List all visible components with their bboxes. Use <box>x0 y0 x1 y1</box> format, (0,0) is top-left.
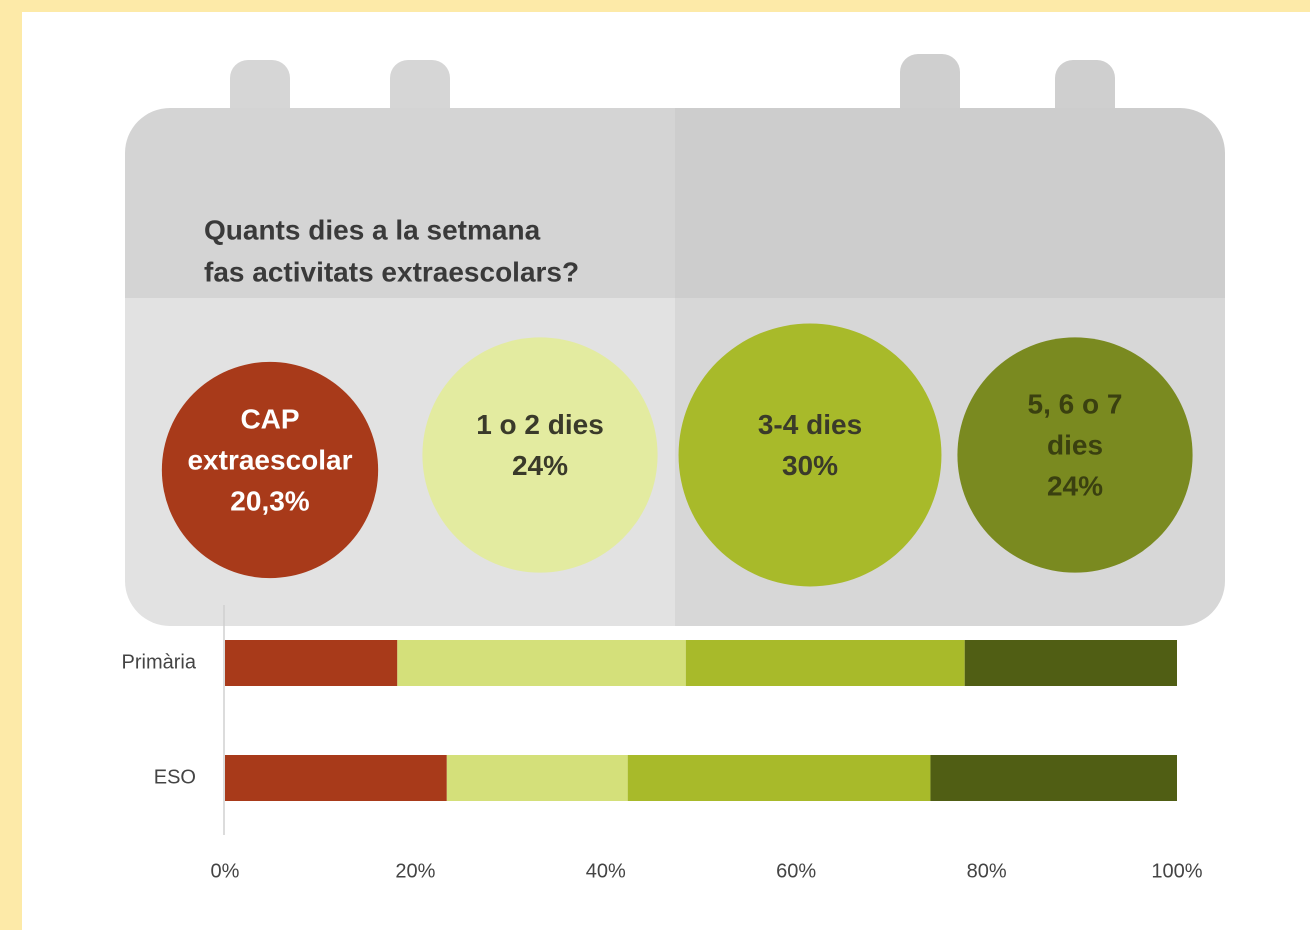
title-line: fas activitats extraescolars? <box>204 256 579 287</box>
y-tick-label: Primària <box>122 651 197 673</box>
bubble-label: 20,3% <box>230 485 309 516</box>
x-tick-label: 40% <box>586 860 626 882</box>
bubble-label: 24% <box>512 450 568 481</box>
bar-segment <box>628 755 931 801</box>
bubble-label: 24% <box>1047 470 1103 501</box>
page: Quants dies a la setmana fas activitats … <box>0 0 1310 930</box>
bar-segment <box>965 640 1177 686</box>
bubble-label: 30% <box>782 450 838 481</box>
bar-segment <box>397 640 685 686</box>
title-line: Quants dies a la setmana <box>204 214 541 245</box>
bubble-label: CAP <box>240 403 299 434</box>
x-tick-label: 20% <box>395 860 435 882</box>
chart: Quants dies a la setmana fas activitats … <box>0 0 1310 930</box>
bar-segment <box>930 755 1177 801</box>
x-tick-label: 60% <box>776 860 816 882</box>
bubble-label: dies <box>1047 429 1103 460</box>
y-tick-label: ESO <box>154 766 196 788</box>
bubble-label: extraescolar <box>187 444 352 475</box>
bar-segment <box>686 640 965 686</box>
x-tick-label: 100% <box>1151 860 1202 882</box>
bar-segment <box>447 755 628 801</box>
bubble-label: 5, 6 o 7 <box>1028 388 1123 419</box>
bar-segment <box>225 755 447 801</box>
x-tick-label: 0% <box>211 860 240 882</box>
bubble-label: 3-4 dies <box>758 409 862 440</box>
bubble-label: 1 o 2 dies <box>476 409 604 440</box>
bar-segment <box>225 640 397 686</box>
x-tick-label: 80% <box>967 860 1007 882</box>
